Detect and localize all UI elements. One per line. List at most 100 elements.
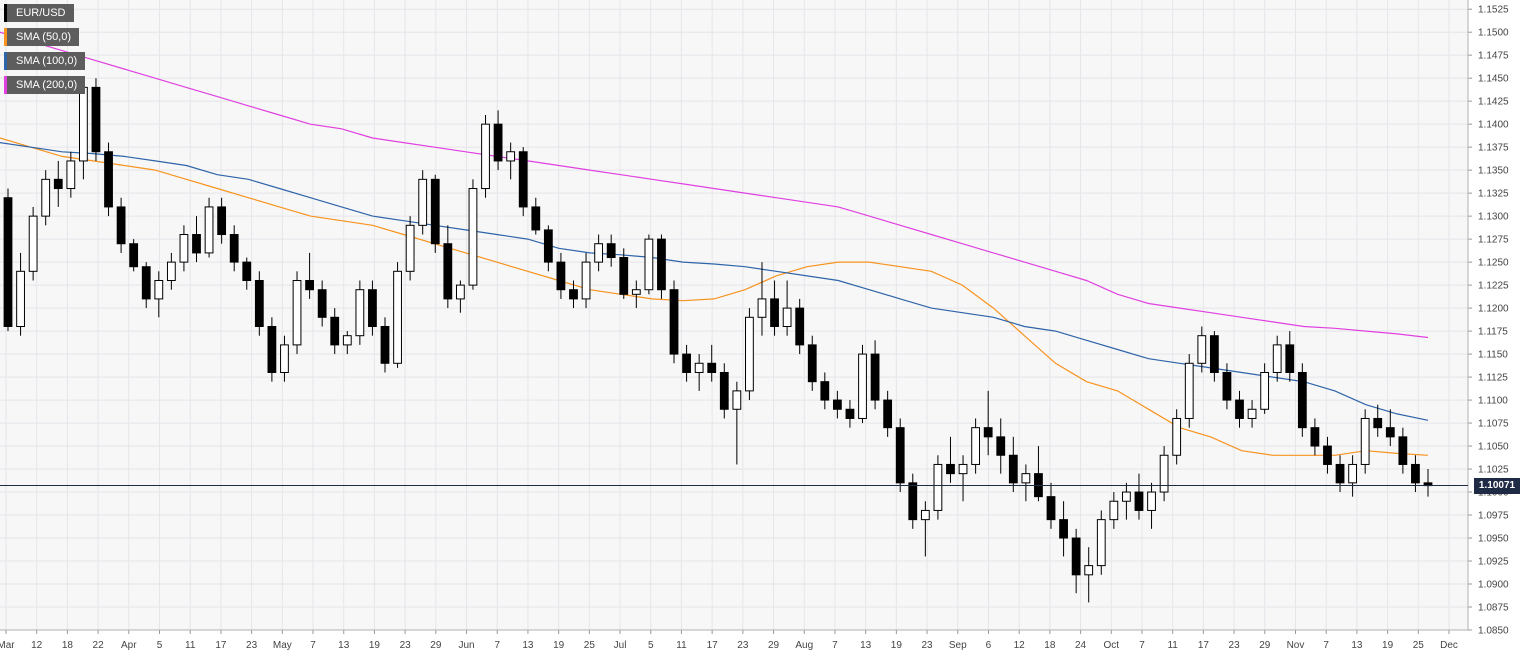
candle-body-down <box>53 178 63 190</box>
candle <box>1272 335 1282 382</box>
y-tick-label: 1.1175 <box>1478 327 1508 338</box>
candle <box>1071 528 1081 594</box>
x-tick-label: 23 <box>400 640 412 651</box>
candle <box>1046 482 1056 529</box>
candle-body-down <box>682 353 691 373</box>
x-tick-label: 6 <box>986 640 992 651</box>
x-tick-label: 23 <box>922 640 934 651</box>
candle-body-down <box>719 371 729 410</box>
candle <box>1373 404 1383 437</box>
x-tick-label: 13 <box>338 640 350 651</box>
candle-body-down <box>983 427 993 438</box>
x-tick-label: Aug <box>795 640 813 651</box>
candle <box>619 248 629 299</box>
candle-body-down <box>707 362 717 373</box>
candle <box>883 390 893 437</box>
candle-body-up <box>1084 565 1094 576</box>
legend-item-eurusd[interactable]: EUR/USD <box>4 4 74 22</box>
candle-body-down <box>870 353 880 401</box>
candle-body-up <box>1260 371 1270 410</box>
candle <box>581 252 591 309</box>
candle <box>330 308 340 355</box>
candle-body-up <box>694 362 704 373</box>
y-tick-label: 1.1275 <box>1478 235 1509 246</box>
candle <box>1021 464 1031 502</box>
candle-body-down <box>996 436 1006 456</box>
candle <box>305 252 314 299</box>
candle-body-down <box>832 399 842 410</box>
candle <box>468 179 478 290</box>
candle-body-down <box>1310 427 1320 447</box>
candle <box>807 335 817 391</box>
candle <box>1260 363 1270 414</box>
candle-body-down <box>845 408 855 419</box>
candle-body-down <box>493 123 503 162</box>
y-tick-label: 1.1500 <box>1478 28 1509 39</box>
x-tick-label: 19 <box>553 640 565 651</box>
candle <box>832 390 842 419</box>
candle <box>1310 418 1320 456</box>
plot-background <box>0 0 1468 630</box>
candle <box>380 317 390 373</box>
candle <box>1385 409 1395 447</box>
candle <box>556 252 566 299</box>
x-tick-label: 29 <box>768 640 780 651</box>
y-tick-label: 1.1375 <box>1478 143 1509 154</box>
x-tick-label: 17 <box>1198 640 1210 651</box>
x-tick-label: 18 <box>62 640 74 651</box>
candle <box>506 142 516 180</box>
y-tick-label: 1.1075 <box>1478 419 1509 430</box>
x-tick-label: 23 <box>1229 640 1241 651</box>
candle <box>770 280 779 336</box>
candle-body-down <box>1235 399 1244 419</box>
legend-swatch <box>4 76 7 94</box>
candle-body-up <box>405 224 415 272</box>
candle <box>569 280 578 309</box>
candle <box>1147 482 1156 529</box>
candle <box>1008 436 1018 493</box>
candle <box>1323 436 1332 474</box>
legend-item-sma50[interactable]: SMA (50,0) <box>4 28 80 46</box>
candle <box>141 262 151 309</box>
legend-label: SMA (100,0) <box>16 55 78 67</box>
x-tick-label: 7 <box>1139 640 1145 651</box>
candle <box>983 390 993 456</box>
x-tick-label: Apr <box>121 640 137 651</box>
candle-body-down <box>380 325 390 364</box>
x-tick-label: Jun <box>458 640 474 651</box>
y-tick-label: 1.1475 <box>1478 51 1509 62</box>
candle-body-down <box>770 298 779 327</box>
x-tick-label: 19 <box>1382 640 1394 651</box>
candle <box>292 271 302 355</box>
candle <box>1122 482 1131 520</box>
candle <box>1096 510 1106 575</box>
y-tick-label: 1.1250 <box>1478 258 1509 269</box>
candle-body-down <box>531 206 541 231</box>
x-tick-label: Sep <box>949 640 967 651</box>
candle-body-down <box>317 289 327 318</box>
candle <box>166 252 176 290</box>
candle-body-up <box>342 335 352 346</box>
candle <box>1285 331 1295 382</box>
x-tick-label: 7 <box>1323 640 1329 651</box>
legend-label: SMA (200,0) <box>16 79 78 91</box>
candle-body-down <box>1373 417 1383 429</box>
candle <box>53 160 63 207</box>
candle <box>996 418 1006 474</box>
legend-item-sma100[interactable]: SMA (100,0) <box>4 52 86 70</box>
candle-body-down <box>820 381 830 401</box>
candle <box>682 344 691 382</box>
legend-item-sma200[interactable]: SMA (200,0) <box>4 76 86 94</box>
x-tick-label: 11 <box>1167 640 1178 651</box>
candle <box>920 501 930 557</box>
candle <box>280 335 289 382</box>
candle-body-up <box>16 270 25 327</box>
candle <box>154 271 164 318</box>
candle-body-down <box>1335 463 1345 484</box>
candle-body-down <box>368 289 377 327</box>
candle-body-up <box>1147 491 1156 511</box>
candle-body-up <box>1184 362 1194 419</box>
y-tick-label: 1.1225 <box>1478 281 1509 292</box>
candle-body-up <box>1109 500 1119 521</box>
